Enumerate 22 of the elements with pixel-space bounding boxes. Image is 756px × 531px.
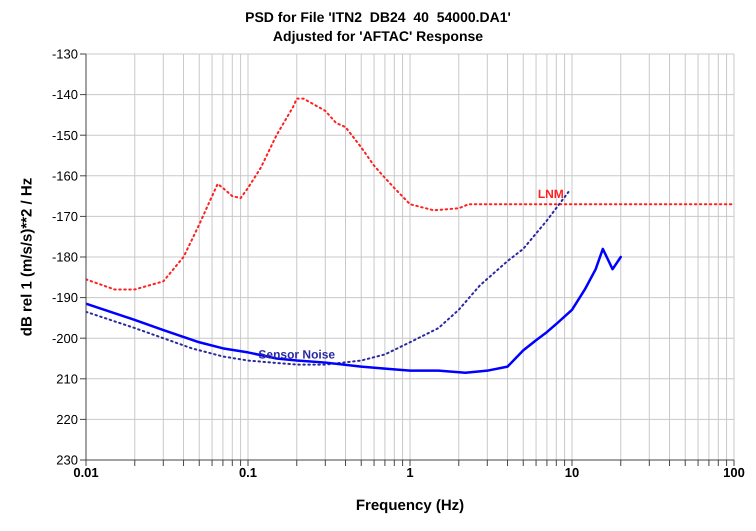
y-tick-label: -170 [52, 209, 78, 224]
y-tick-label: -130 [52, 46, 78, 62]
y-tick-label: -200 [52, 330, 78, 346]
x-tick-label: 10 [564, 465, 580, 480]
annotation: Sensor Noise [258, 348, 336, 362]
y-tick-label: -180 [52, 250, 78, 265]
chart-subtitle: Adjusted for 'AFTAC' Response [272, 27, 484, 46]
y-tick-label: -140 [52, 87, 78, 102]
x-tick-label: 1 [406, 465, 414, 480]
y-tick-label: -160 [52, 168, 78, 184]
x-tick-label: 0.1 [238, 465, 258, 480]
y-axis-title: dB rel 1 (m/s/s)**2 / Hz [18, 178, 36, 336]
y-tick-label: 220 [56, 412, 78, 428]
x-axis-title: Frequency (Hz) [356, 497, 464, 514]
chart-title: PSD for File 'ITN2 DB24 40 54000.DA1' [244, 8, 512, 27]
y-tick-label: 230 [56, 452, 78, 468]
annotation: LNM [538, 187, 564, 202]
x-tick-label: 100 [723, 465, 745, 480]
x-tick-label: 0.01 [73, 465, 99, 480]
y-tick-label: -150 [52, 128, 78, 143]
y-tick-label: -190 [52, 290, 78, 306]
y-tick-label: 210 [56, 371, 78, 386]
